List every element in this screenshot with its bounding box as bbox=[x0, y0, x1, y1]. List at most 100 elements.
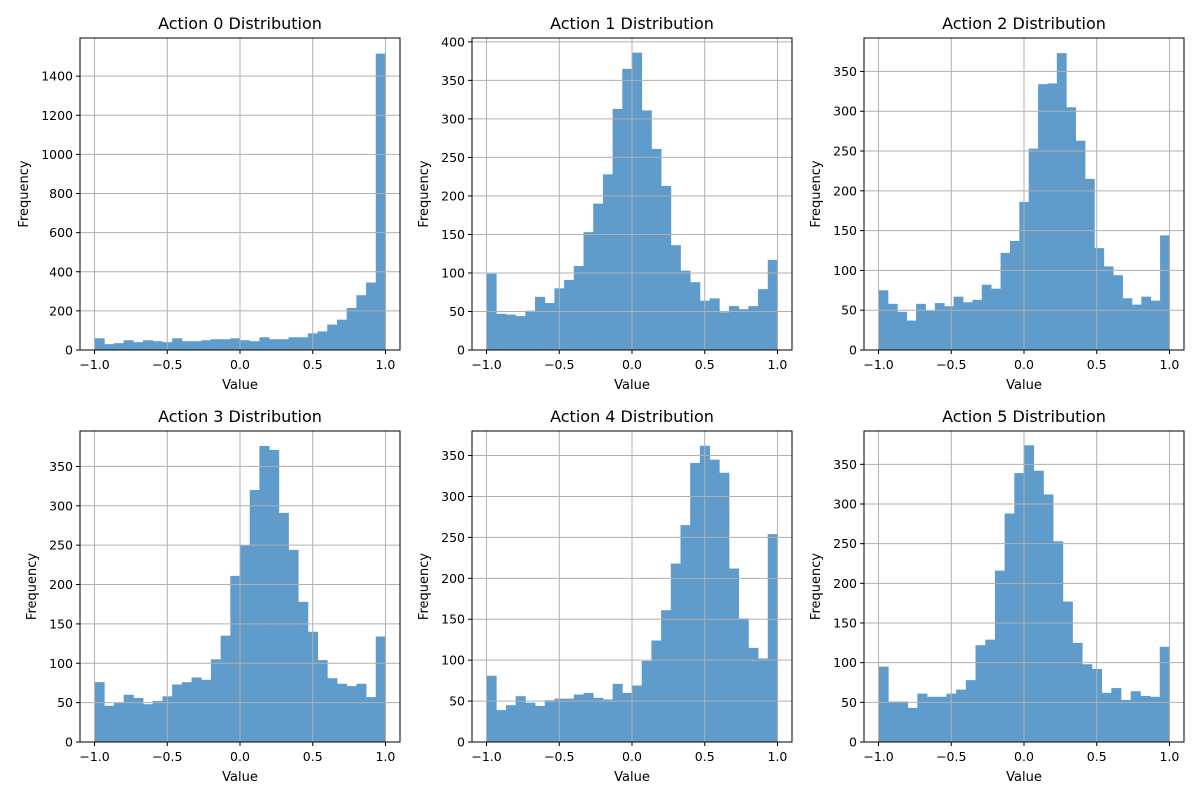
y-tick-label: 0 bbox=[457, 343, 465, 358]
histogram-bar bbox=[907, 707, 918, 742]
histogram-bar bbox=[1056, 53, 1067, 351]
histogram-bar bbox=[525, 310, 536, 350]
x-tick-label: 0.5 bbox=[695, 357, 715, 372]
y-tick-label: 250 bbox=[441, 150, 465, 165]
histogram-bar bbox=[535, 296, 546, 350]
histogram-bar bbox=[486, 675, 497, 742]
histogram-bar bbox=[612, 683, 623, 742]
histogram-bar bbox=[748, 306, 759, 350]
histogram-bar bbox=[612, 108, 623, 350]
subplot-3: −1.0 −0.5 0.0 0.5 1.0 0 50 100 150 200 250 300 350 Ac… bbox=[25, 407, 401, 785]
histogram-bar bbox=[1038, 84, 1048, 350]
histogram-bar bbox=[1130, 691, 1141, 742]
histogram-bar bbox=[680, 270, 691, 350]
y-tick-label: 200 bbox=[441, 571, 465, 586]
y-tick-label: 300 bbox=[833, 104, 857, 119]
histogram-bar bbox=[917, 693, 928, 742]
histogram-bar bbox=[1101, 692, 1112, 742]
histogram-bar bbox=[104, 344, 115, 350]
x-axis-label: Value bbox=[1006, 770, 1042, 785]
y-tick-label: 100 bbox=[833, 263, 857, 278]
histogram-bar bbox=[661, 185, 672, 350]
histogram-bar bbox=[767, 259, 778, 350]
y-tick-label: 800 bbox=[49, 186, 73, 201]
histogram-bar bbox=[985, 639, 996, 742]
histogram-bar bbox=[181, 682, 192, 742]
y-tick-label: 250 bbox=[833, 536, 857, 551]
chart-title: Action 5 Distribution bbox=[942, 407, 1106, 426]
histogram-bar bbox=[346, 686, 357, 742]
histogram-bar bbox=[680, 525, 691, 742]
histogram-bar bbox=[593, 697, 604, 742]
histogram-bar bbox=[758, 289, 769, 350]
histogram-bar bbox=[709, 459, 720, 742]
y-tick-label: 150 bbox=[441, 612, 465, 627]
histogram-bar bbox=[123, 340, 134, 350]
histogram-bar bbox=[143, 340, 154, 350]
y-tick-label: 150 bbox=[833, 223, 857, 238]
histogram-bar bbox=[94, 682, 105, 742]
histogram-bar bbox=[1150, 696, 1161, 742]
histogram-bar bbox=[298, 601, 309, 742]
histogram-bar bbox=[327, 324, 338, 350]
y-tick-label: 400 bbox=[441, 34, 465, 49]
x-tick-label: 0.0 bbox=[622, 749, 642, 764]
chart-title: Action 4 Distribution bbox=[550, 407, 714, 426]
histogram-bar bbox=[220, 635, 231, 742]
histogram-bar bbox=[1160, 235, 1170, 350]
x-tick-label: −1.0 bbox=[471, 749, 501, 764]
y-axis-label: Frequency bbox=[17, 160, 32, 227]
y-tick-label: 300 bbox=[833, 496, 857, 511]
subplot-5: −1.0 −0.5 0.0 0.5 1.0 0 50 100 150 200 250 300 350 Ac… bbox=[809, 407, 1185, 785]
x-tick-label: 1.0 bbox=[768, 357, 788, 372]
histogram-bar bbox=[249, 341, 260, 350]
x-tick-label: 0.0 bbox=[622, 357, 642, 372]
histogram-bar bbox=[1047, 83, 1058, 351]
histogram-bar bbox=[191, 677, 202, 742]
y-tick-label: 50 bbox=[449, 694, 465, 709]
histogram-bar bbox=[651, 148, 662, 350]
histogram-bar bbox=[878, 666, 889, 742]
y-tick-label: 50 bbox=[841, 695, 857, 710]
y-tick-label: 200 bbox=[833, 576, 857, 591]
y-tick-label: 0 bbox=[849, 735, 857, 750]
histogram-bar bbox=[632, 685, 643, 742]
histogram-bar bbox=[544, 303, 555, 350]
histogram-bar bbox=[767, 534, 778, 742]
x-tick-label: 1.0 bbox=[1160, 749, 1180, 764]
subplot-4: −1.0 −0.5 0.0 0.5 1.0 0 50 100 150 200 250 300 350 Ac… bbox=[417, 407, 793, 785]
histogram-bar bbox=[143, 704, 154, 742]
y-tick-label: 300 bbox=[441, 489, 465, 504]
histogram-bar bbox=[230, 338, 241, 350]
histogram-bar bbox=[181, 341, 192, 350]
y-tick-label: 350 bbox=[441, 73, 465, 88]
histogram-bar bbox=[1004, 513, 1015, 742]
histogram-bar bbox=[259, 337, 270, 350]
histogram-bar bbox=[123, 694, 134, 742]
histogram-bar bbox=[583, 232, 594, 350]
x-tick-label: 0.0 bbox=[230, 749, 250, 764]
histogram-bar bbox=[622, 692, 633, 742]
histogram-bar bbox=[1082, 664, 1093, 742]
histogram-bar bbox=[936, 696, 947, 742]
histogram-bar bbox=[94, 338, 105, 350]
histogram-bar bbox=[366, 697, 377, 742]
y-tick-label: 0 bbox=[65, 735, 73, 750]
x-tick-label: 0.5 bbox=[1087, 357, 1107, 372]
x-axis-label: Value bbox=[222, 770, 258, 785]
x-tick-label: −0.5 bbox=[152, 357, 182, 372]
histogram-bar bbox=[535, 705, 546, 742]
histogram-bar bbox=[133, 697, 144, 742]
histogram-bar bbox=[544, 700, 555, 742]
histogram-bar bbox=[1140, 695, 1151, 742]
histogram-bar bbox=[336, 319, 348, 350]
x-tick-label: −1.0 bbox=[79, 357, 109, 372]
y-tick-label: 100 bbox=[441, 653, 465, 668]
histogram-bar bbox=[690, 462, 701, 742]
histogram-bar bbox=[327, 678, 338, 742]
histogram-bar bbox=[564, 698, 575, 742]
histogram-bar bbox=[651, 640, 662, 742]
histogram-bar bbox=[944, 306, 955, 350]
x-tick-label: 0.5 bbox=[303, 357, 323, 372]
